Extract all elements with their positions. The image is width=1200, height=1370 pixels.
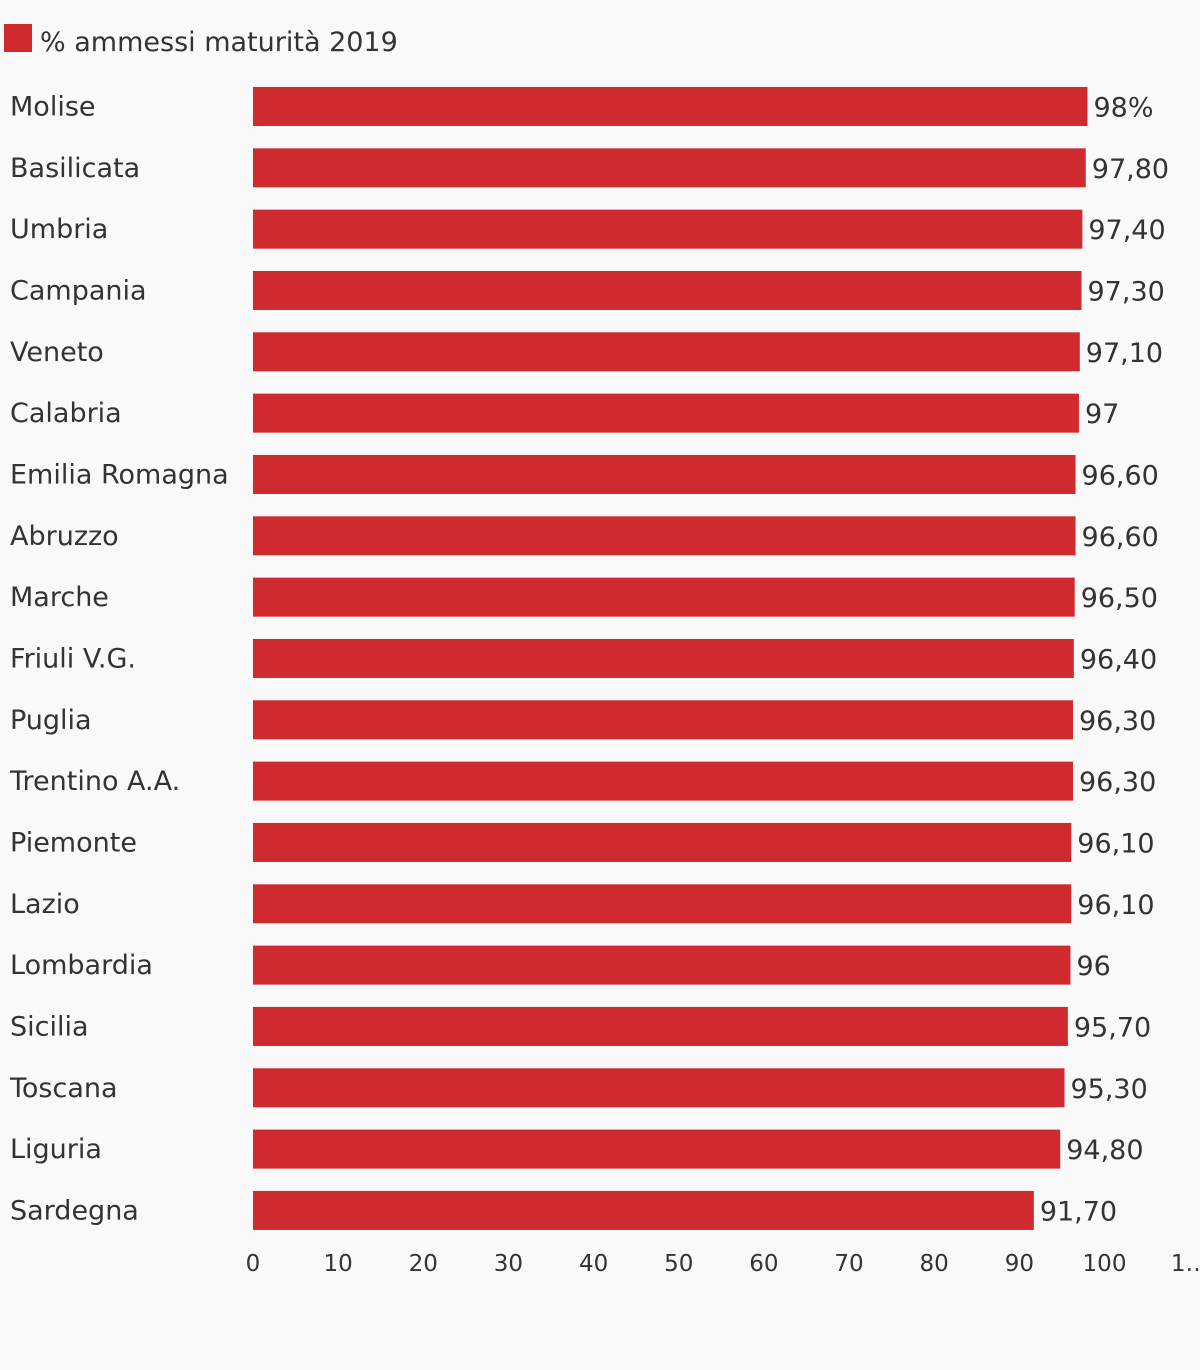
category-label: Emilia Romagna — [10, 459, 229, 490]
category-label: Campania — [10, 275, 147, 306]
category-label: Sicilia — [10, 1011, 89, 1042]
value-label: 94,80 — [1066, 1135, 1143, 1166]
category-label: Puglia — [10, 705, 92, 736]
value-label: 96,60 — [1082, 460, 1159, 491]
value-label: 96,30 — [1079, 706, 1156, 737]
category-label: Basilicata — [10, 153, 140, 184]
bar — [253, 1190, 1034, 1230]
value-label: 96,10 — [1077, 828, 1154, 859]
bar — [253, 393, 1079, 433]
bar — [253, 270, 1082, 310]
bar — [253, 1068, 1065, 1108]
bars-group: Molise 98% Basilicata 97,80 Umbria 97,40 Campa… — [9, 87, 1169, 1230]
x-tick-label: 60 — [749, 1251, 778, 1277]
category-label: Sardegna — [10, 1195, 139, 1226]
bar — [253, 638, 1074, 678]
bar — [253, 148, 1086, 188]
bar — [253, 454, 1076, 494]
value-label: 98% — [1093, 93, 1153, 124]
category-label: Liguria — [10, 1134, 102, 1165]
category-label: Molise — [10, 92, 96, 123]
value-label: 95,30 — [1070, 1074, 1147, 1105]
category-label: Calabria — [10, 398, 122, 429]
value-label: 97,10 — [1086, 338, 1163, 369]
x-tick-label: 40 — [579, 1251, 608, 1277]
bar — [253, 577, 1075, 617]
value-label: 96,30 — [1079, 767, 1156, 798]
value-label: 95,70 — [1074, 1012, 1151, 1043]
category-label: Piemonte — [10, 827, 137, 858]
value-label: 96,50 — [1081, 583, 1158, 614]
bar — [253, 516, 1076, 556]
value-label: 97 — [1085, 399, 1119, 430]
bar — [253, 884, 1072, 924]
category-label: Toscana — [9, 1073, 118, 1104]
x-tick-label: 30 — [494, 1251, 523, 1277]
category-label: Lombardia — [10, 950, 153, 981]
value-label: 96 — [1076, 951, 1110, 982]
value-label: 97,80 — [1092, 154, 1169, 185]
category-label: Trentino A.A. — [9, 766, 180, 797]
x-tick-label: 100 — [1083, 1251, 1127, 1277]
category-label: Abruzzo — [10, 521, 119, 552]
bar — [253, 761, 1073, 801]
bar — [253, 332, 1080, 372]
x-tick-label: 1… — [1171, 1251, 1200, 1277]
legend: % ammessi maturità 2019 — [4, 24, 398, 58]
value-label: 97,40 — [1088, 215, 1165, 246]
bar — [253, 87, 1088, 126]
category-label: Umbria — [10, 214, 108, 245]
x-tick-label: 70 — [834, 1251, 863, 1277]
value-label: 96,10 — [1077, 890, 1154, 921]
x-tick-label: 20 — [409, 1251, 438, 1277]
category-label: Lazio — [10, 889, 80, 920]
bar — [253, 945, 1071, 985]
value-label: 96,60 — [1082, 522, 1159, 553]
bar — [253, 209, 1083, 249]
x-tick-label: 90 — [1005, 1251, 1034, 1277]
value-label: 91,70 — [1040, 1196, 1117, 1227]
legend-label: % ammessi maturità 2019 — [40, 27, 398, 58]
bar — [253, 1006, 1068, 1046]
category-label: Friuli V.G. — [10, 643, 136, 674]
bar — [253, 700, 1073, 740]
x-tick-label: 80 — [920, 1251, 949, 1277]
legend-swatch — [4, 24, 32, 52]
bar — [253, 822, 1072, 862]
x-tick-label: 0 — [246, 1251, 261, 1277]
x-tick-label: 50 — [664, 1251, 693, 1277]
value-label: 97,30 — [1088, 276, 1165, 307]
category-label: Marche — [10, 582, 109, 613]
value-label: 96,40 — [1080, 644, 1157, 675]
x-tick-label: 10 — [324, 1251, 353, 1277]
x-axis: 0 10 20 30 40 50 60 70 80 90 100 1… — [246, 1251, 1200, 1277]
bar — [253, 1129, 1061, 1169]
category-label: Veneto — [10, 337, 104, 368]
